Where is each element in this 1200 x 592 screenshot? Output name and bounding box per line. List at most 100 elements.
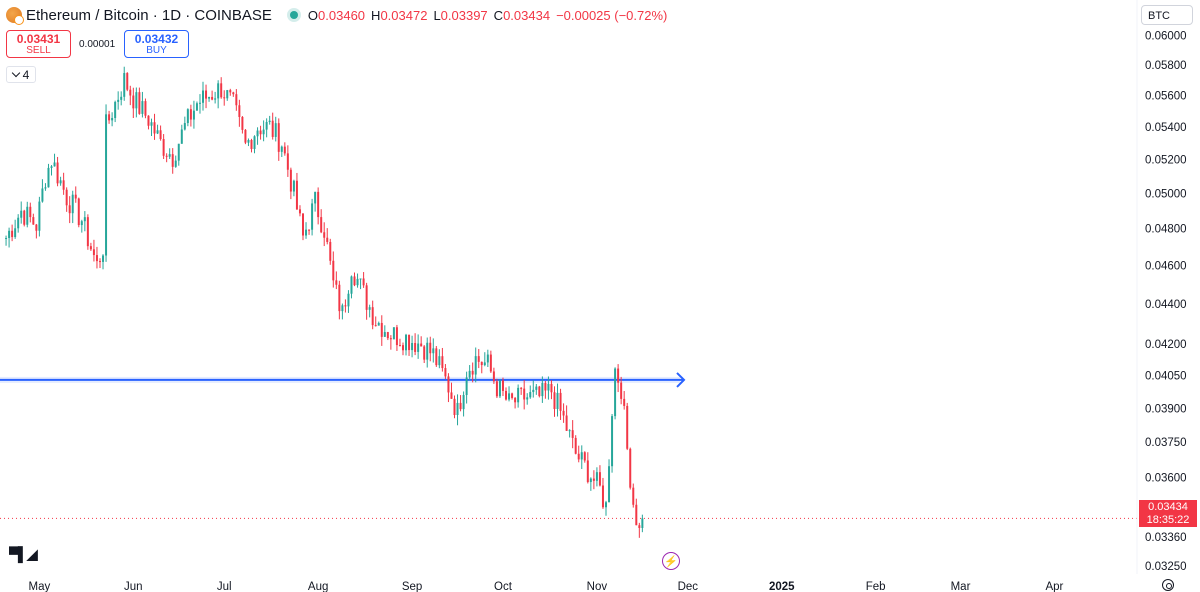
candle-up bbox=[350, 276, 353, 294]
x-tick-label: Feb bbox=[866, 581, 886, 592]
market-status-dot bbox=[289, 11, 298, 19]
candle-down bbox=[335, 280, 338, 285]
x-tick-label: Nov bbox=[587, 581, 608, 592]
x-tick-label: Jun bbox=[124, 581, 143, 592]
chart-header: Ethereum / Bitcoin · 1D · COINBASE O 0.03… bbox=[6, 5, 667, 25]
candle-down bbox=[583, 452, 586, 461]
candle-up bbox=[417, 343, 420, 352]
candle-down bbox=[365, 285, 368, 310]
buy-label: BUY bbox=[146, 45, 167, 56]
candle-up bbox=[17, 217, 20, 229]
candle-down bbox=[344, 305, 347, 307]
sell-button[interactable]: 0.03431 SELL bbox=[6, 30, 71, 58]
candle-down bbox=[86, 217, 89, 247]
y-tick-label: 0.03600 bbox=[1145, 473, 1187, 485]
candle-down bbox=[444, 368, 447, 377]
candle-down bbox=[577, 453, 580, 460]
candle-up bbox=[611, 416, 614, 467]
candle-down bbox=[74, 194, 77, 199]
lightning-icon[interactable]: ⚡ bbox=[662, 552, 680, 570]
candle-down bbox=[559, 392, 562, 411]
candle-down bbox=[332, 260, 335, 281]
candle-up bbox=[311, 203, 314, 230]
y-tick-label: 0.05000 bbox=[1145, 188, 1187, 200]
candle-down bbox=[550, 383, 553, 393]
y-tick-label: 0.03250 bbox=[1145, 561, 1187, 573]
candle-up bbox=[589, 478, 592, 483]
candle-up bbox=[292, 180, 295, 192]
candle-down bbox=[553, 392, 556, 409]
gear-icon[interactable] bbox=[1162, 579, 1174, 591]
open-label: O bbox=[307, 7, 319, 23]
candle-up bbox=[53, 162, 56, 167]
candle-down bbox=[447, 376, 450, 393]
candle-down bbox=[489, 354, 492, 372]
candle-down bbox=[386, 332, 389, 339]
candle-up bbox=[20, 210, 23, 218]
x-tick-label: Aug bbox=[308, 581, 328, 592]
candle-up bbox=[208, 96, 211, 99]
candle-down bbox=[562, 410, 565, 416]
candle-up bbox=[177, 143, 180, 161]
candle-down bbox=[598, 472, 601, 486]
candle-up bbox=[44, 187, 47, 189]
symbol-title[interactable]: Ethereum / Bitcoin · 1D · COINBASE bbox=[26, 6, 272, 24]
buy-price: 0.03432 bbox=[134, 32, 179, 46]
candle-up bbox=[465, 377, 468, 396]
candle-up bbox=[456, 402, 459, 415]
candle-down bbox=[459, 402, 462, 410]
candle-up bbox=[508, 393, 511, 400]
candle-down bbox=[235, 94, 238, 106]
candle-up bbox=[168, 154, 171, 157]
candle-up bbox=[217, 83, 220, 99]
indicators-collapse-button[interactable]: 4 bbox=[6, 66, 36, 83]
candle-up bbox=[214, 98, 217, 100]
candle-up bbox=[268, 120, 271, 123]
candle-up bbox=[341, 305, 344, 312]
tradingview-logo-icon[interactable]: ▀▌◢ bbox=[9, 546, 38, 562]
candle-up bbox=[580, 452, 583, 460]
candle-up bbox=[462, 395, 465, 410]
candle-up bbox=[256, 130, 259, 137]
candle-up bbox=[192, 110, 195, 120]
candle-up bbox=[432, 348, 435, 354]
close-value: 0.03434 bbox=[503, 7, 551, 23]
candle-down bbox=[144, 101, 147, 116]
candle-down bbox=[620, 382, 623, 399]
sell-label: SELL bbox=[26, 45, 51, 56]
candle-down bbox=[395, 327, 398, 346]
high-label: H bbox=[371, 7, 381, 23]
candle-down bbox=[480, 361, 483, 366]
candle-up bbox=[135, 92, 138, 109]
candle-down bbox=[401, 345, 404, 351]
y-tick-label: 0.06000 bbox=[1145, 31, 1187, 43]
candle-down bbox=[523, 388, 526, 400]
candle-up bbox=[186, 109, 189, 124]
candle-down bbox=[77, 198, 80, 226]
candle-down bbox=[626, 405, 629, 449]
ohlc-readout: O 0.03460 H 0.03472 L 0.03397 C 0.03434 −0.0… bbox=[308, 8, 667, 23]
candle-up bbox=[141, 101, 144, 114]
y-tick-label: 0.04800 bbox=[1145, 224, 1187, 236]
x-tick-label: Oct bbox=[494, 581, 513, 592]
buy-button[interactable]: 0.03432 BUY bbox=[124, 30, 189, 58]
candle-up bbox=[5, 238, 8, 240]
candle-down bbox=[501, 380, 504, 391]
candle-down bbox=[65, 189, 68, 206]
candle-down bbox=[108, 114, 111, 121]
candle-up bbox=[253, 136, 256, 149]
candle-up bbox=[359, 278, 362, 280]
candle-up bbox=[71, 194, 74, 214]
candle-down bbox=[89, 246, 92, 250]
candle-down bbox=[98, 261, 101, 263]
candle-down bbox=[62, 180, 65, 190]
candle-down bbox=[492, 371, 495, 382]
candle-up bbox=[529, 392, 532, 398]
y-tick-label: 0.03750 bbox=[1145, 437, 1187, 449]
candle-up bbox=[117, 99, 120, 102]
candle-down bbox=[302, 213, 304, 236]
candle-down bbox=[323, 232, 326, 238]
currency-select[interactable]: BTC bbox=[1141, 5, 1193, 25]
y-tick-label: 0.03900 bbox=[1145, 403, 1187, 415]
